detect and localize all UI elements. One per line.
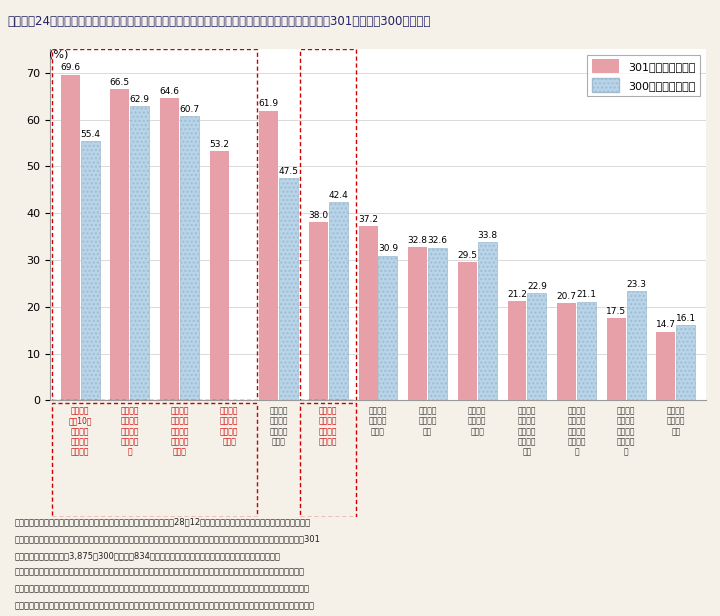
Text: 62.9: 62.9 [130, 95, 150, 103]
Text: 33.8: 33.8 [477, 231, 498, 240]
Text: 20.7: 20.7 [557, 292, 577, 301]
Text: ４．赤の点線で囲んだ項目は，女性活躍推進法に基づく事業主行動計画策定指針において，一般事業主が把握を行う項目。: ４．赤の点線で囲んだ項目は，女性活躍推進法に基づく事業主行動計画策定指針において… [14, 601, 314, 610]
Text: 64.6: 64.6 [160, 87, 179, 95]
Text: 採用にお
ける男女
別の競争
倍率又は
採: 採用にお ける男女 別の競争 倍率又は 採 [567, 407, 586, 457]
Bar [300, 49, 356, 400]
Text: 23.3: 23.3 [626, 280, 646, 289]
Text: 22.9: 22.9 [527, 282, 546, 291]
Text: 係長にあ
る者に占
める女性
労働者の
割合: 係長にあ る者に占 める女性 労働者の 割合 [518, 407, 536, 457]
Text: 14.7: 14.7 [656, 320, 676, 329]
Bar [428, 248, 447, 400]
Text: （備考）　１．厚生労働省「女性の活躍推進企業データベース」（平成28年12月末現在）より内閣府男女共同参画局にて作成。: （備考） １．厚生労働省「女性の活躍推進企業データベース」（平成28年12月末現… [14, 517, 310, 527]
Text: 男女別の
再雇用の
実績: 男女別の 再雇用の 実績 [667, 407, 685, 436]
Text: 雇用管理
区分ごと
の一月当
たりの労
働: 雇用管理 区分ごと の一月当 たりの労 働 [617, 407, 636, 457]
Text: 時間外労働時間等），管理職の女性割合の４項目は，各事業主が行動計画の策定にあたり状況把握すべきとされる。: 時間外労働時間等），管理職の女性割合の４項目は，各事業主が行動計画の策定にあたり… [14, 585, 310, 593]
Bar [259, 111, 278, 400]
Bar [60, 75, 80, 400]
Bar [329, 202, 348, 400]
Text: 21.1: 21.1 [577, 290, 596, 299]
Bar [577, 302, 596, 400]
Text: 16.1: 16.1 [675, 314, 696, 323]
Bar [408, 247, 427, 400]
Text: Ｉ－特－24図　厚生労働省「女性の活躍推進企業データベース」における各項目の情報の公表割合（301人以上，300人以下）: Ｉ－特－24図 厚生労働省「女性の活躍推進企業データベース」における各項目の情報… [7, 15, 431, 28]
Text: 労働者に
占める女
性労働者
の割合: 労働者に 占める女 性労働者 の割合 [269, 407, 288, 447]
Text: 男女の平
均継続勤
務年数の
差異又は
男: 男女の平 均継続勤 務年数の 差異又は 男 [120, 407, 139, 457]
Bar [52, 403, 257, 517]
Text: 37.2: 37.2 [358, 215, 378, 224]
Bar [528, 293, 546, 400]
Bar [81, 141, 99, 400]
Text: 17.5: 17.5 [606, 307, 626, 316]
Text: 年次有給
休暇の取
得率: 年次有給 休暇の取 得率 [418, 407, 437, 436]
Bar [508, 301, 526, 400]
Text: 53.2: 53.2 [210, 140, 229, 149]
Bar [607, 318, 626, 400]
Text: 38.0: 38.0 [308, 211, 328, 220]
Text: 21.2: 21.2 [507, 290, 527, 299]
Text: 人以上：3,875，300人以下：834）のうち，当該項目を情報公表する事業主の割合を示す。: 人以上：3,875，300人以下：834）のうち，当該項目を情報公表する事業主の… [14, 551, 280, 560]
Text: 一月当た
りの労働
者の平均
残業時間: 一月当た りの労働 者の平均 残業時間 [319, 407, 338, 447]
Text: 60.7: 60.7 [179, 105, 199, 114]
Bar [160, 98, 179, 400]
Text: 採用した
労働者に
占める女
性労働者
の割合: 採用した 労働者に 占める女 性労働者 の割合 [170, 407, 189, 457]
Text: (%): (%) [50, 49, 69, 59]
Text: 69.6: 69.6 [60, 63, 81, 72]
Bar [210, 152, 228, 400]
Text: ２．厚生労働省「女性の活躍推進企業データベース」上で「行動計画の公表」と「情報の公表」の両方を行う事業主（301: ２．厚生労働省「女性の活躍推進企業データベース」上で「行動計画の公表」と「情報の… [14, 534, 320, 543]
Text: 女男別の
採用10年
前後の継
続雇用割
合又は男: 女男別の 採用10年 前後の継 続雇用割 合又は男 [68, 407, 92, 457]
Legend: 301人以上の事業主, 300人以下の事業主: 301人以上の事業主, 300人以下の事業主 [587, 55, 700, 96]
Text: 29.5: 29.5 [457, 251, 477, 260]
Text: 管理職に
占める女
性労働者
の割合: 管理職に 占める女 性労働者 の割合 [220, 407, 238, 447]
Text: ３．採用した労働者に占める女性の割合，継続勤務年数の男女差等，超過勤務の状況（労働者一人当たりの各月の法定: ３．採用した労働者に占める女性の割合，継続勤務年数の男女差等，超過勤務の状況（労… [14, 568, 305, 577]
Bar [279, 178, 298, 400]
Bar [379, 256, 397, 400]
Bar [300, 403, 356, 517]
Bar [626, 291, 646, 400]
Bar [359, 226, 377, 400]
Bar [478, 242, 497, 400]
Text: 32.8: 32.8 [408, 235, 428, 245]
Text: 47.5: 47.5 [279, 167, 299, 176]
Bar [180, 116, 199, 400]
Bar [458, 262, 477, 400]
Bar [52, 49, 257, 400]
Bar [309, 222, 328, 400]
Text: 役員に占
める女性
の割合: 役員に占 める女性 の割合 [369, 407, 387, 436]
Text: 66.5: 66.5 [110, 78, 130, 87]
Bar [657, 331, 675, 400]
Text: 61.9: 61.9 [258, 99, 279, 108]
Bar [110, 89, 130, 400]
Text: 42.4: 42.4 [328, 190, 348, 200]
Text: 32.6: 32.6 [428, 237, 448, 245]
Bar [676, 325, 696, 400]
Text: 30.9: 30.9 [378, 245, 398, 253]
Text: 男女別の
育児休業
取得率: 男女別の 育児休業 取得率 [468, 407, 487, 436]
Bar [557, 304, 576, 400]
Text: 55.4: 55.4 [80, 130, 100, 139]
Bar [130, 106, 149, 400]
